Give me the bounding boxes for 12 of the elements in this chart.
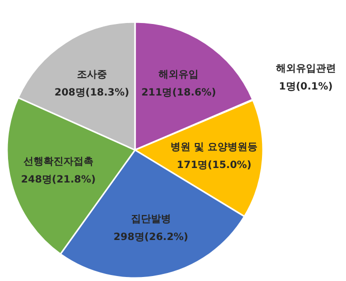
- slice-label: 집단발병: [130, 214, 171, 225]
- slice-label: 조사중: [76, 69, 107, 80]
- data-label: 211명(18.6%): [141, 88, 216, 99]
- slice-label: 선행확진자접촉: [23, 156, 94, 168]
- data-label: 171명(15.0%): [176, 160, 252, 171]
- data-label: 208명(18.3%): [54, 87, 130, 98]
- slice-label: 해외유입: [158, 70, 199, 81]
- slice-label: 병원 및 요양병원등: [170, 142, 258, 153]
- data-label: 1명(0.1%): [278, 81, 333, 92]
- data-label: 298명(26.2%): [114, 232, 188, 243]
- slice-label: 해외유입관련: [276, 63, 336, 74]
- data-label: 248명(21.8%): [21, 174, 96, 186]
